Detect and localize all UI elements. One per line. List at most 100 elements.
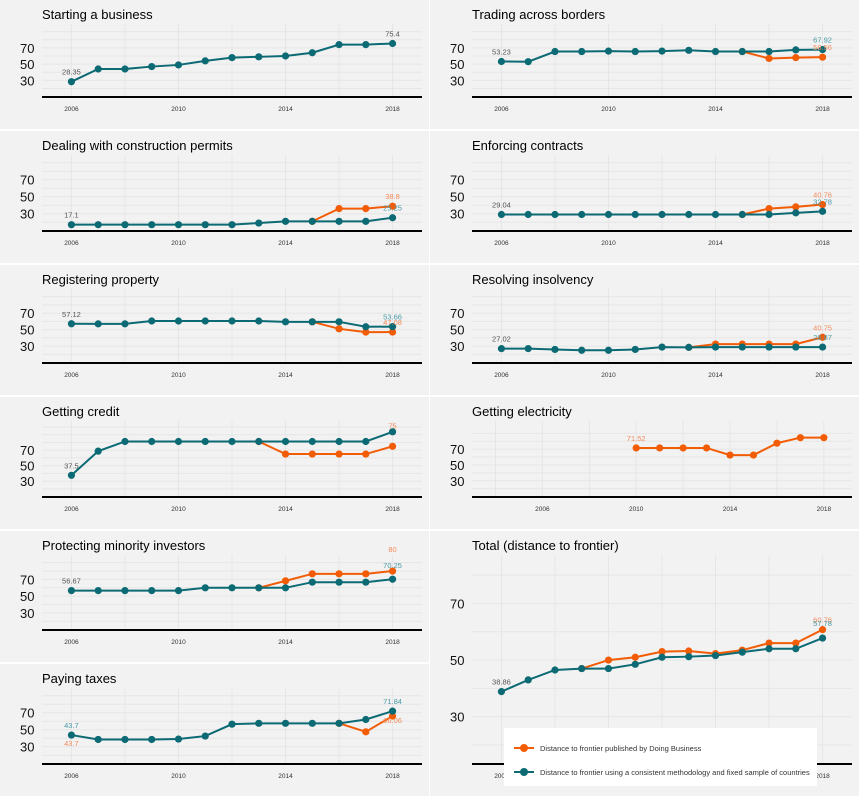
panel-getting-electricity: Getting electricity 30 50 70 2006 2010 2014 20… [430, 397, 859, 529]
data-point-db [388, 328, 397, 336]
data-point-consistent [255, 584, 263, 592]
series-line-db [581, 628, 824, 670]
data-point-consistent [281, 217, 290, 225]
data-point-db [679, 444, 687, 452]
data-label: 32.78 [813, 197, 832, 206]
data-point-consistent [148, 735, 156, 744]
data-point-consistent [658, 343, 666, 351]
data-point-consistent [255, 219, 263, 227]
data-point-consistent [201, 732, 209, 740]
data-point-consistent [497, 688, 506, 696]
data-point-consistent [94, 586, 102, 595]
data-point-db [820, 434, 828, 442]
series-line-db [742, 50, 823, 60]
data-point-consistent [631, 345, 639, 354]
data-point-consistent [121, 320, 129, 328]
data-point-consistent [738, 47, 746, 56]
data-point-db [362, 450, 370, 458]
data-point-consistent [818, 207, 827, 215]
data-label: 71.84 [383, 697, 402, 706]
panel-title: Getting credit [42, 404, 120, 419]
data-point-consistent [121, 221, 129, 229]
data-point-db [335, 205, 343, 213]
legend-label: Distance to frontier using a consistent … [540, 767, 810, 777]
x-tick-label: 2006 [64, 372, 79, 379]
x-tick-label: 2014 [278, 506, 293, 513]
data-point-consistent [604, 47, 613, 55]
panel-title: Starting a business [42, 7, 153, 22]
data-point-db [658, 647, 666, 656]
data-point-consistent [765, 645, 773, 653]
data-point-consistent [524, 58, 532, 66]
data-point-consistent [67, 78, 76, 86]
data-point-consistent [685, 653, 693, 661]
data-point-db [308, 450, 316, 458]
data-point-db [765, 54, 773, 63]
data-point-consistent [658, 47, 666, 55]
data-point-db [362, 570, 370, 578]
data-point-consistent [148, 221, 156, 229]
x-tick-label: 2006 [494, 773, 509, 780]
data-point-consistent [388, 214, 397, 222]
data-point-consistent [524, 676, 532, 684]
data-point-consistent [551, 210, 559, 219]
data-point-consistent [685, 343, 693, 351]
data-label: 38.8 [385, 192, 400, 201]
data-point-consistent [308, 437, 316, 446]
y-tick-label: 30 [20, 606, 34, 621]
data-label: 53.23 [492, 48, 511, 57]
data-point-consistent [201, 221, 209, 229]
data-point-consistent [765, 343, 773, 351]
y-tick-label: 70 [20, 572, 34, 587]
data-label: 43.7 [64, 739, 79, 748]
legend-key-db-icon [514, 742, 534, 754]
legend-item-db: Distance to frontier published by Doing … [514, 742, 701, 754]
legend-label: Distance to frontier published by Doing … [540, 743, 702, 753]
y-tick-label: 50 [450, 57, 464, 72]
x-tick-label: 2006 [64, 773, 79, 780]
data-point-consistent [497, 57, 506, 66]
data-label: 17.1 [64, 211, 79, 220]
data-point-consistent [228, 221, 236, 229]
series-line-db [258, 570, 393, 589]
y-tick-label: 50 [450, 458, 464, 473]
x-tick-label: 2010 [171, 106, 186, 113]
x-tick-label: 2010 [601, 106, 616, 113]
y-tick-label: 70 [20, 706, 34, 721]
data-point-consistent [792, 343, 800, 351]
data-point-db [796, 434, 804, 442]
legend-item-consistent: Distance to frontier using a consistent … [514, 766, 810, 778]
data-point-db [388, 567, 397, 575]
y-tick-label: 30 [450, 474, 464, 489]
x-tick-label: 2014 [278, 106, 293, 113]
x-tick-label: 2006 [64, 106, 79, 113]
data-point-consistent [335, 437, 343, 446]
data-point-consistent [281, 52, 290, 60]
x-tick-label: 2010 [171, 372, 186, 379]
data-point-consistent [94, 65, 102, 73]
data-point-db [308, 570, 316, 578]
data-label: 70.25 [383, 561, 402, 570]
y-tick-label: 30 [450, 73, 464, 88]
series-line-db [742, 203, 823, 216]
data-point-consistent [201, 57, 209, 65]
y-tick-label: 30 [20, 474, 34, 489]
data-point-consistent [148, 586, 156, 595]
data-label: 71.52 [627, 434, 646, 443]
data-point-consistent [281, 318, 290, 326]
data-point-consistent [388, 323, 397, 331]
data-point-consistent [94, 447, 102, 455]
y-tick-label: 70 [450, 41, 464, 56]
data-label: 28.35 [62, 68, 81, 77]
data-point-consistent [792, 209, 800, 217]
series-line-db [311, 205, 393, 223]
y-tick-label: 50 [20, 459, 34, 474]
panel-title: Enforcing contracts [472, 138, 584, 153]
y-tick-label: 70 [450, 596, 464, 611]
x-tick-label: 2014 [278, 773, 293, 780]
y-tick-label: 30 [20, 207, 34, 222]
data-point-consistent [362, 217, 370, 225]
data-point-consistent [67, 221, 76, 229]
x-tick-label: 2018 [385, 639, 400, 646]
